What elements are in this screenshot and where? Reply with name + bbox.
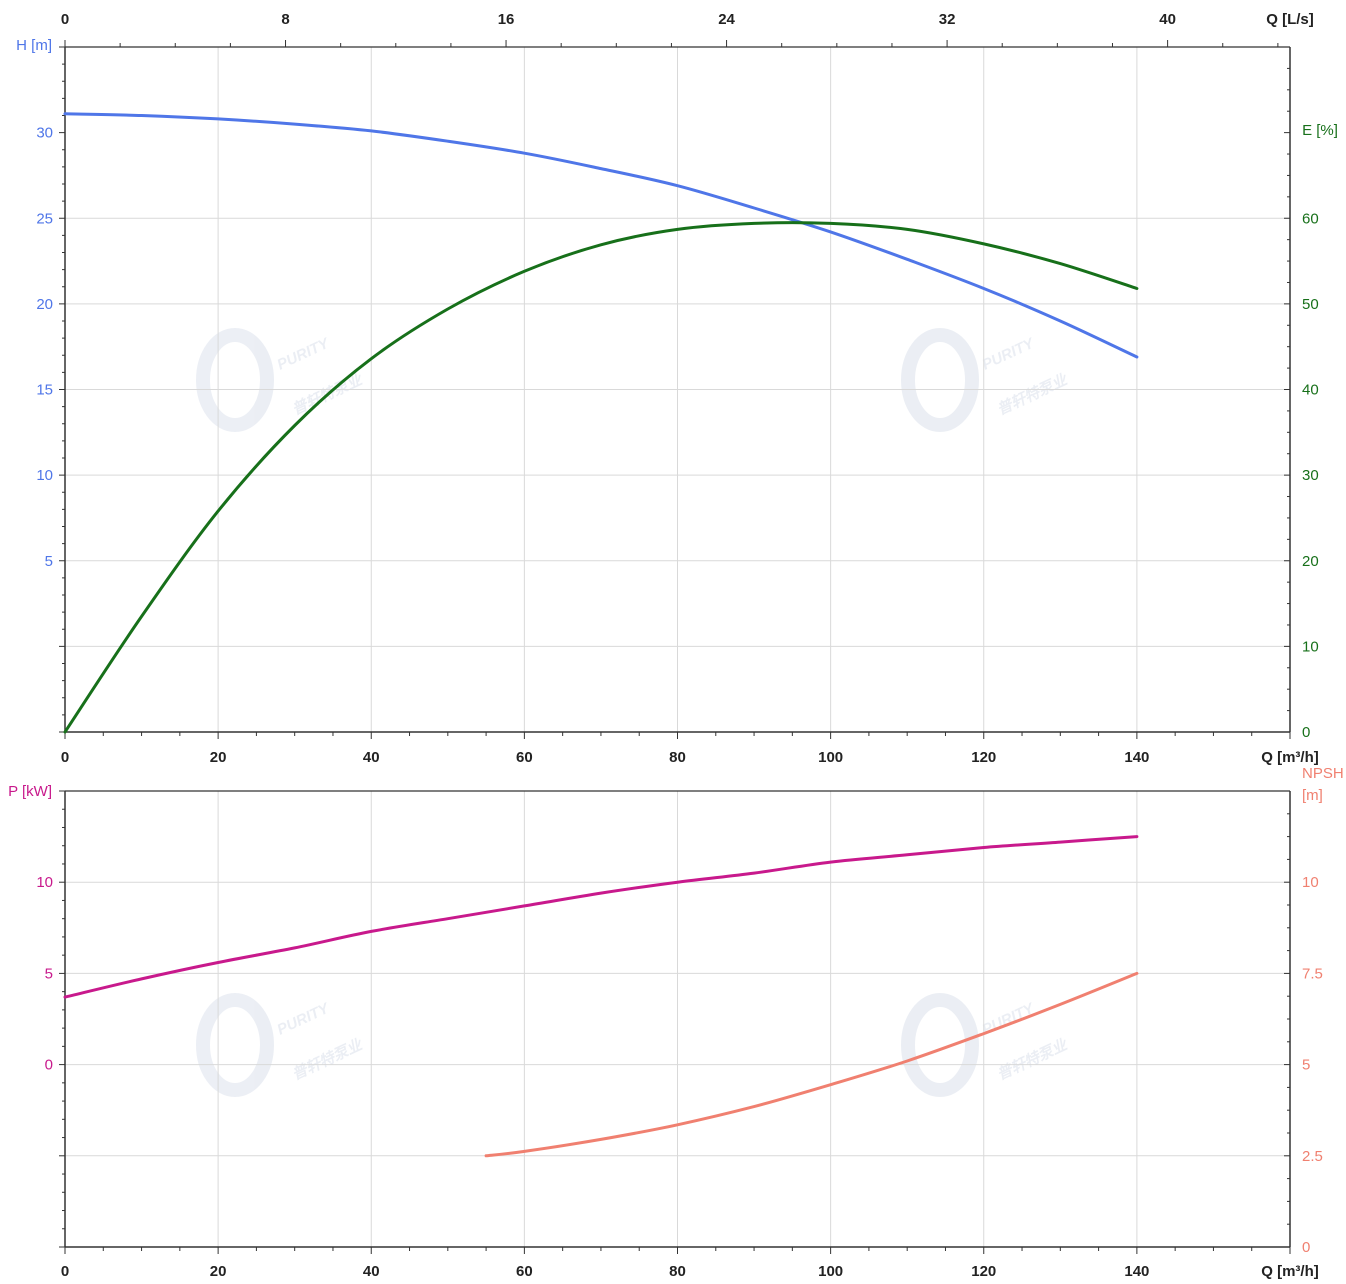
watermark-logo-icon xyxy=(901,993,979,1097)
bottom-panel-power-npsh: 0 20 40 60 80 100 120 140 Q [m³/h] 0 5 10 P [kW] 0 2.5… xyxy=(8,765,1344,1280)
top-y-left-tick-label: 25 xyxy=(36,210,53,227)
watermark-subtitle: 普轩特泵业 xyxy=(995,371,1072,419)
top-panel-qh-efficiency: 0 20 40 60 80 100 120 140 Q [m³/h]0 8 16 24 32 40 Q [L… xyxy=(16,11,1338,766)
top-y-right-tick-label: 50 xyxy=(1302,296,1319,313)
top-x2-tick-label: 40 xyxy=(1159,11,1176,28)
top-x-tick-label: 40 xyxy=(363,749,380,766)
watermark-brand: PURITY xyxy=(980,334,1039,373)
bottom-x-tick-label: 0 xyxy=(61,1263,69,1280)
bottom-x-tick-label: 140 xyxy=(1124,1263,1149,1280)
watermark-subtitle: 普轩特泵业 xyxy=(290,1036,367,1084)
bottom-y-right-axis-label: [m] xyxy=(1302,787,1323,804)
top-x2-tick-label: 8 xyxy=(281,11,289,28)
top-x2-tick-label: 0 xyxy=(61,11,69,28)
bottom-y-right-axis-label: NPSH xyxy=(1302,765,1344,782)
top-y-left-tick-label: 10 xyxy=(36,467,53,484)
top-y-left-tick-label: 30 xyxy=(36,125,53,142)
top-series-head xyxy=(63,112,1139,359)
bottom-x-axis-label: Q [m³/h] xyxy=(1261,1263,1319,1280)
top-y-right-tick-label: 60 xyxy=(1302,210,1319,227)
bottom-x-tick-label: 40 xyxy=(363,1263,380,1280)
top-x2-axis-label: Q [L/s] xyxy=(1266,11,1314,28)
top-y-right-tick-label: 10 xyxy=(1302,638,1319,655)
top-y-left-axis-label: H [m] xyxy=(16,37,52,54)
watermark-layer: PURITY普轩特泵业PURITY普轩特泵业PURITY普轩特泵业PURITY普… xyxy=(196,328,1072,1097)
bottom-y-right-tick-label: 7.5 xyxy=(1302,965,1323,982)
top-series-efficiency xyxy=(63,221,1139,734)
bottom-x-tick-label: 80 xyxy=(669,1263,686,1280)
bottom-y-left-tick-label: 5 xyxy=(45,965,53,982)
bottom-y-left-axis-label: P [kW] xyxy=(8,783,52,800)
top-y-right-tick-label: 0 xyxy=(1302,724,1310,741)
bottom-series-power xyxy=(63,835,1139,999)
top-x-tick-label: 100 xyxy=(818,749,843,766)
top-y-right-tick-label: 20 xyxy=(1302,553,1319,570)
watermark-logo-icon xyxy=(196,328,274,432)
top-y-right-axis-label: E [%] xyxy=(1302,122,1338,139)
bottom-y-left-tick-label: 10 xyxy=(36,874,53,891)
top-x-tick-label: 20 xyxy=(210,749,227,766)
watermark-brand: PURITY xyxy=(275,999,334,1038)
top-x-tick-label: 140 xyxy=(1124,749,1149,766)
top-y-left-tick-label: 15 xyxy=(36,382,53,399)
top-y-right-tick-label: 40 xyxy=(1302,382,1319,399)
top-x2-tick-label: 16 xyxy=(498,11,515,28)
top-y-left-tick-label: 5 xyxy=(45,553,53,570)
top-x-axis-label: Q [m³/h] xyxy=(1261,749,1319,766)
top-y-left-tick-label: 20 xyxy=(36,296,53,313)
bottom-x-tick-label: 60 xyxy=(516,1263,533,1280)
top-x2-tick-label: 24 xyxy=(718,11,735,28)
bottom-y-right-tick-label: 5 xyxy=(1302,1057,1310,1074)
top-y-right-tick-label: 30 xyxy=(1302,467,1319,484)
bottom-y-right-tick-label: 0 xyxy=(1302,1239,1310,1256)
bottom-x-tick-label: 20 xyxy=(210,1263,227,1280)
top-x-tick-label: 60 xyxy=(516,749,533,766)
bottom-x-tick-label: 100 xyxy=(818,1263,843,1280)
watermark-subtitle: 普轩特泵业 xyxy=(995,1036,1072,1084)
bottom-x-tick-label: 120 xyxy=(971,1263,996,1280)
watermark-logo-icon xyxy=(196,993,274,1097)
watermark-logo-icon xyxy=(901,328,979,432)
top-x-tick-label: 120 xyxy=(971,749,996,766)
bottom-y-left-tick-label: 0 xyxy=(45,1057,53,1074)
bottom-y-right-tick-label: 10 xyxy=(1302,874,1319,891)
top-x2-tick-label: 32 xyxy=(939,11,956,28)
top-x-tick-label: 0 xyxy=(61,749,69,766)
bottom-series-npsh xyxy=(484,971,1139,1158)
watermark-brand: PURITY xyxy=(275,334,334,373)
bottom-y-right-tick-label: 2.5 xyxy=(1302,1148,1323,1165)
top-x-tick-label: 80 xyxy=(669,749,686,766)
